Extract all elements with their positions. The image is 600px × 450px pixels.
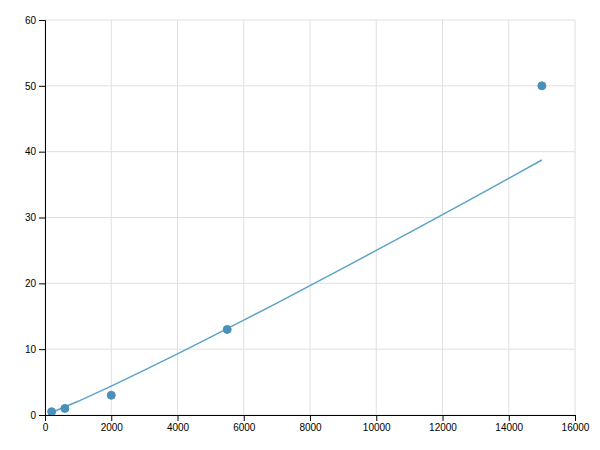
tick-mark — [39, 20, 45, 21]
tick-mark — [39, 218, 45, 219]
tick-mark — [509, 415, 510, 421]
tick-label: 2000 — [101, 422, 124, 433]
tick: 10000 — [363, 415, 391, 433]
grid-line-y — [45, 20, 575, 21]
tick-mark — [39, 283, 45, 284]
tick-label: 40 — [25, 146, 37, 157]
tick: 50 — [25, 81, 45, 92]
tick-mark — [39, 349, 45, 350]
tick-label: 30 — [25, 212, 37, 223]
tick: 8000 — [299, 415, 322, 433]
tick: 4000 — [167, 415, 190, 433]
tick-label: 14000 — [495, 422, 523, 433]
x-axis: 0 2000 4000 6000 8000 10000 12000 14000 16000 — [43, 415, 590, 433]
grid-line-y — [45, 151, 575, 152]
tick: 30 — [25, 212, 45, 223]
tick: 16000 — [562, 415, 590, 433]
axis-line — [39, 21, 46, 416]
tick-label: 50 — [25, 81, 37, 92]
tick-label: 4000 — [167, 422, 190, 433]
tick: 12000 — [429, 415, 457, 433]
tick: 0 — [43, 415, 49, 433]
tick-label: 12000 — [429, 422, 457, 433]
tick-mark — [39, 152, 45, 153]
tick-label: 8000 — [299, 422, 322, 433]
tick-label: 10 — [25, 344, 37, 355]
data-point — [48, 408, 56, 415]
tick: 20 — [25, 278, 45, 289]
tick-label: 20 — [25, 278, 37, 289]
axis-line — [46, 416, 576, 422]
grid-line-y — [45, 349, 575, 350]
tick: 0 — [30, 410, 45, 421]
tick-mark — [575, 415, 576, 421]
tick: 40 — [25, 146, 45, 157]
grid-line-y — [45, 283, 575, 284]
tick: 6000 — [233, 415, 256, 433]
data-point — [223, 325, 231, 333]
tick: 2000 — [101, 415, 124, 433]
fit-line — [52, 160, 542, 413]
tick-label: 0 — [30, 410, 36, 421]
tick-label: 6000 — [233, 422, 256, 433]
grid — [45, 20, 575, 415]
tick-label: 0 — [43, 422, 49, 433]
tick-mark — [443, 415, 444, 421]
tick: 14000 — [495, 415, 523, 433]
tick-mark — [178, 415, 179, 421]
tick-mark — [111, 415, 112, 421]
tick-label: 10000 — [363, 422, 391, 433]
y-axis: 0 10 20 30 40 50 60 — [25, 15, 46, 421]
tick-mark — [310, 415, 311, 421]
data-point — [107, 391, 115, 399]
grid-line-y — [45, 217, 575, 218]
tick: 60 — [25, 15, 45, 26]
tick-mark — [39, 86, 45, 87]
tick-mark — [39, 415, 45, 416]
tick-mark — [244, 415, 245, 421]
tick-label: 60 — [25, 15, 37, 26]
tick-label: 16000 — [562, 422, 590, 433]
data-point — [61, 404, 69, 412]
tick-mark — [376, 415, 377, 421]
tick: 10 — [25, 344, 45, 355]
grid-line-y — [45, 85, 575, 86]
data-point — [538, 82, 546, 90]
plot-area — [48, 82, 546, 415]
chart: 0 2000 4000 6000 8000 10000 12000 14000 16000 0 10… — [0, 0, 600, 450]
